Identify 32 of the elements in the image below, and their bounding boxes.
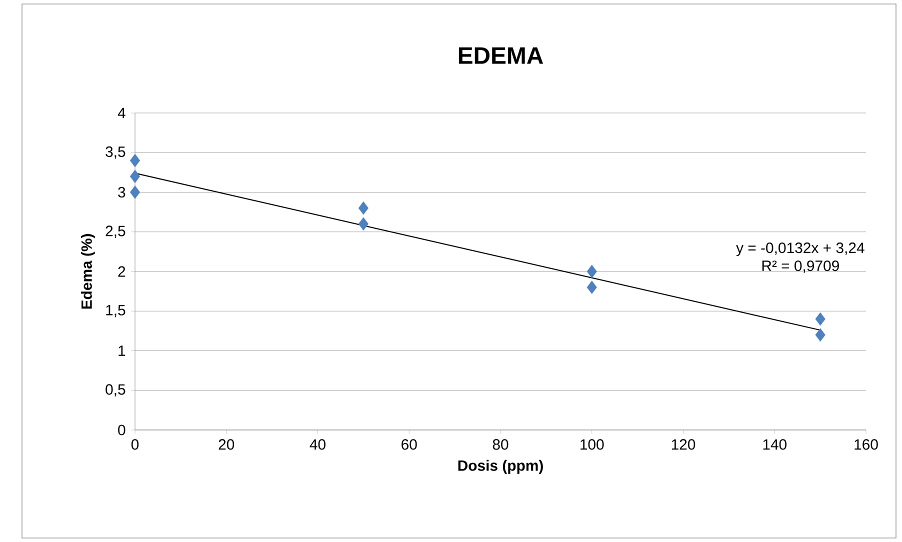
x-tick-label: 20: [218, 439, 234, 450]
y-tick-label: 1: [118, 346, 126, 356]
point: [815, 312, 826, 326]
point: [358, 217, 369, 231]
x-tick-label: 120: [672, 439, 696, 450]
chart-title: EDEMA: [458, 47, 544, 64]
point: [815, 328, 826, 342]
x-tick-label: 40: [310, 439, 326, 450]
point: [130, 154, 140, 168]
y-tick-label: 4: [118, 108, 126, 118]
y-tick-label: 1,5: [106, 305, 126, 318]
point: [586, 280, 597, 294]
x-tick-label: 80: [492, 439, 508, 450]
x-tick-label: 160: [854, 439, 878, 450]
x-tick-label: 140: [763, 439, 787, 450]
x-tick-label: 100: [580, 439, 604, 450]
point: [130, 186, 140, 199]
y-tick-label: 0,5: [106, 384, 126, 397]
annotation: y = -0,0132x + 3,24: [736, 242, 864, 256]
y-axis-title: Edema (%): [80, 234, 95, 309]
y-tick-label: 0: [118, 424, 126, 436]
x-tick-label: 0: [131, 439, 139, 450]
y-tick-label: 2: [118, 266, 126, 277]
point: [586, 264, 597, 278]
annotation: R² = 0,9709: [762, 260, 839, 273]
y-tick-label: 3,5: [106, 146, 126, 159]
x-tick-label: 60: [402, 439, 417, 450]
point: [358, 201, 369, 215]
x-axis-title: Dosis (ppm): [458, 460, 543, 474]
y-tick-label: 2,5: [106, 226, 126, 238]
point: [130, 170, 140, 184]
y-tick-label: 3: [118, 186, 126, 198]
